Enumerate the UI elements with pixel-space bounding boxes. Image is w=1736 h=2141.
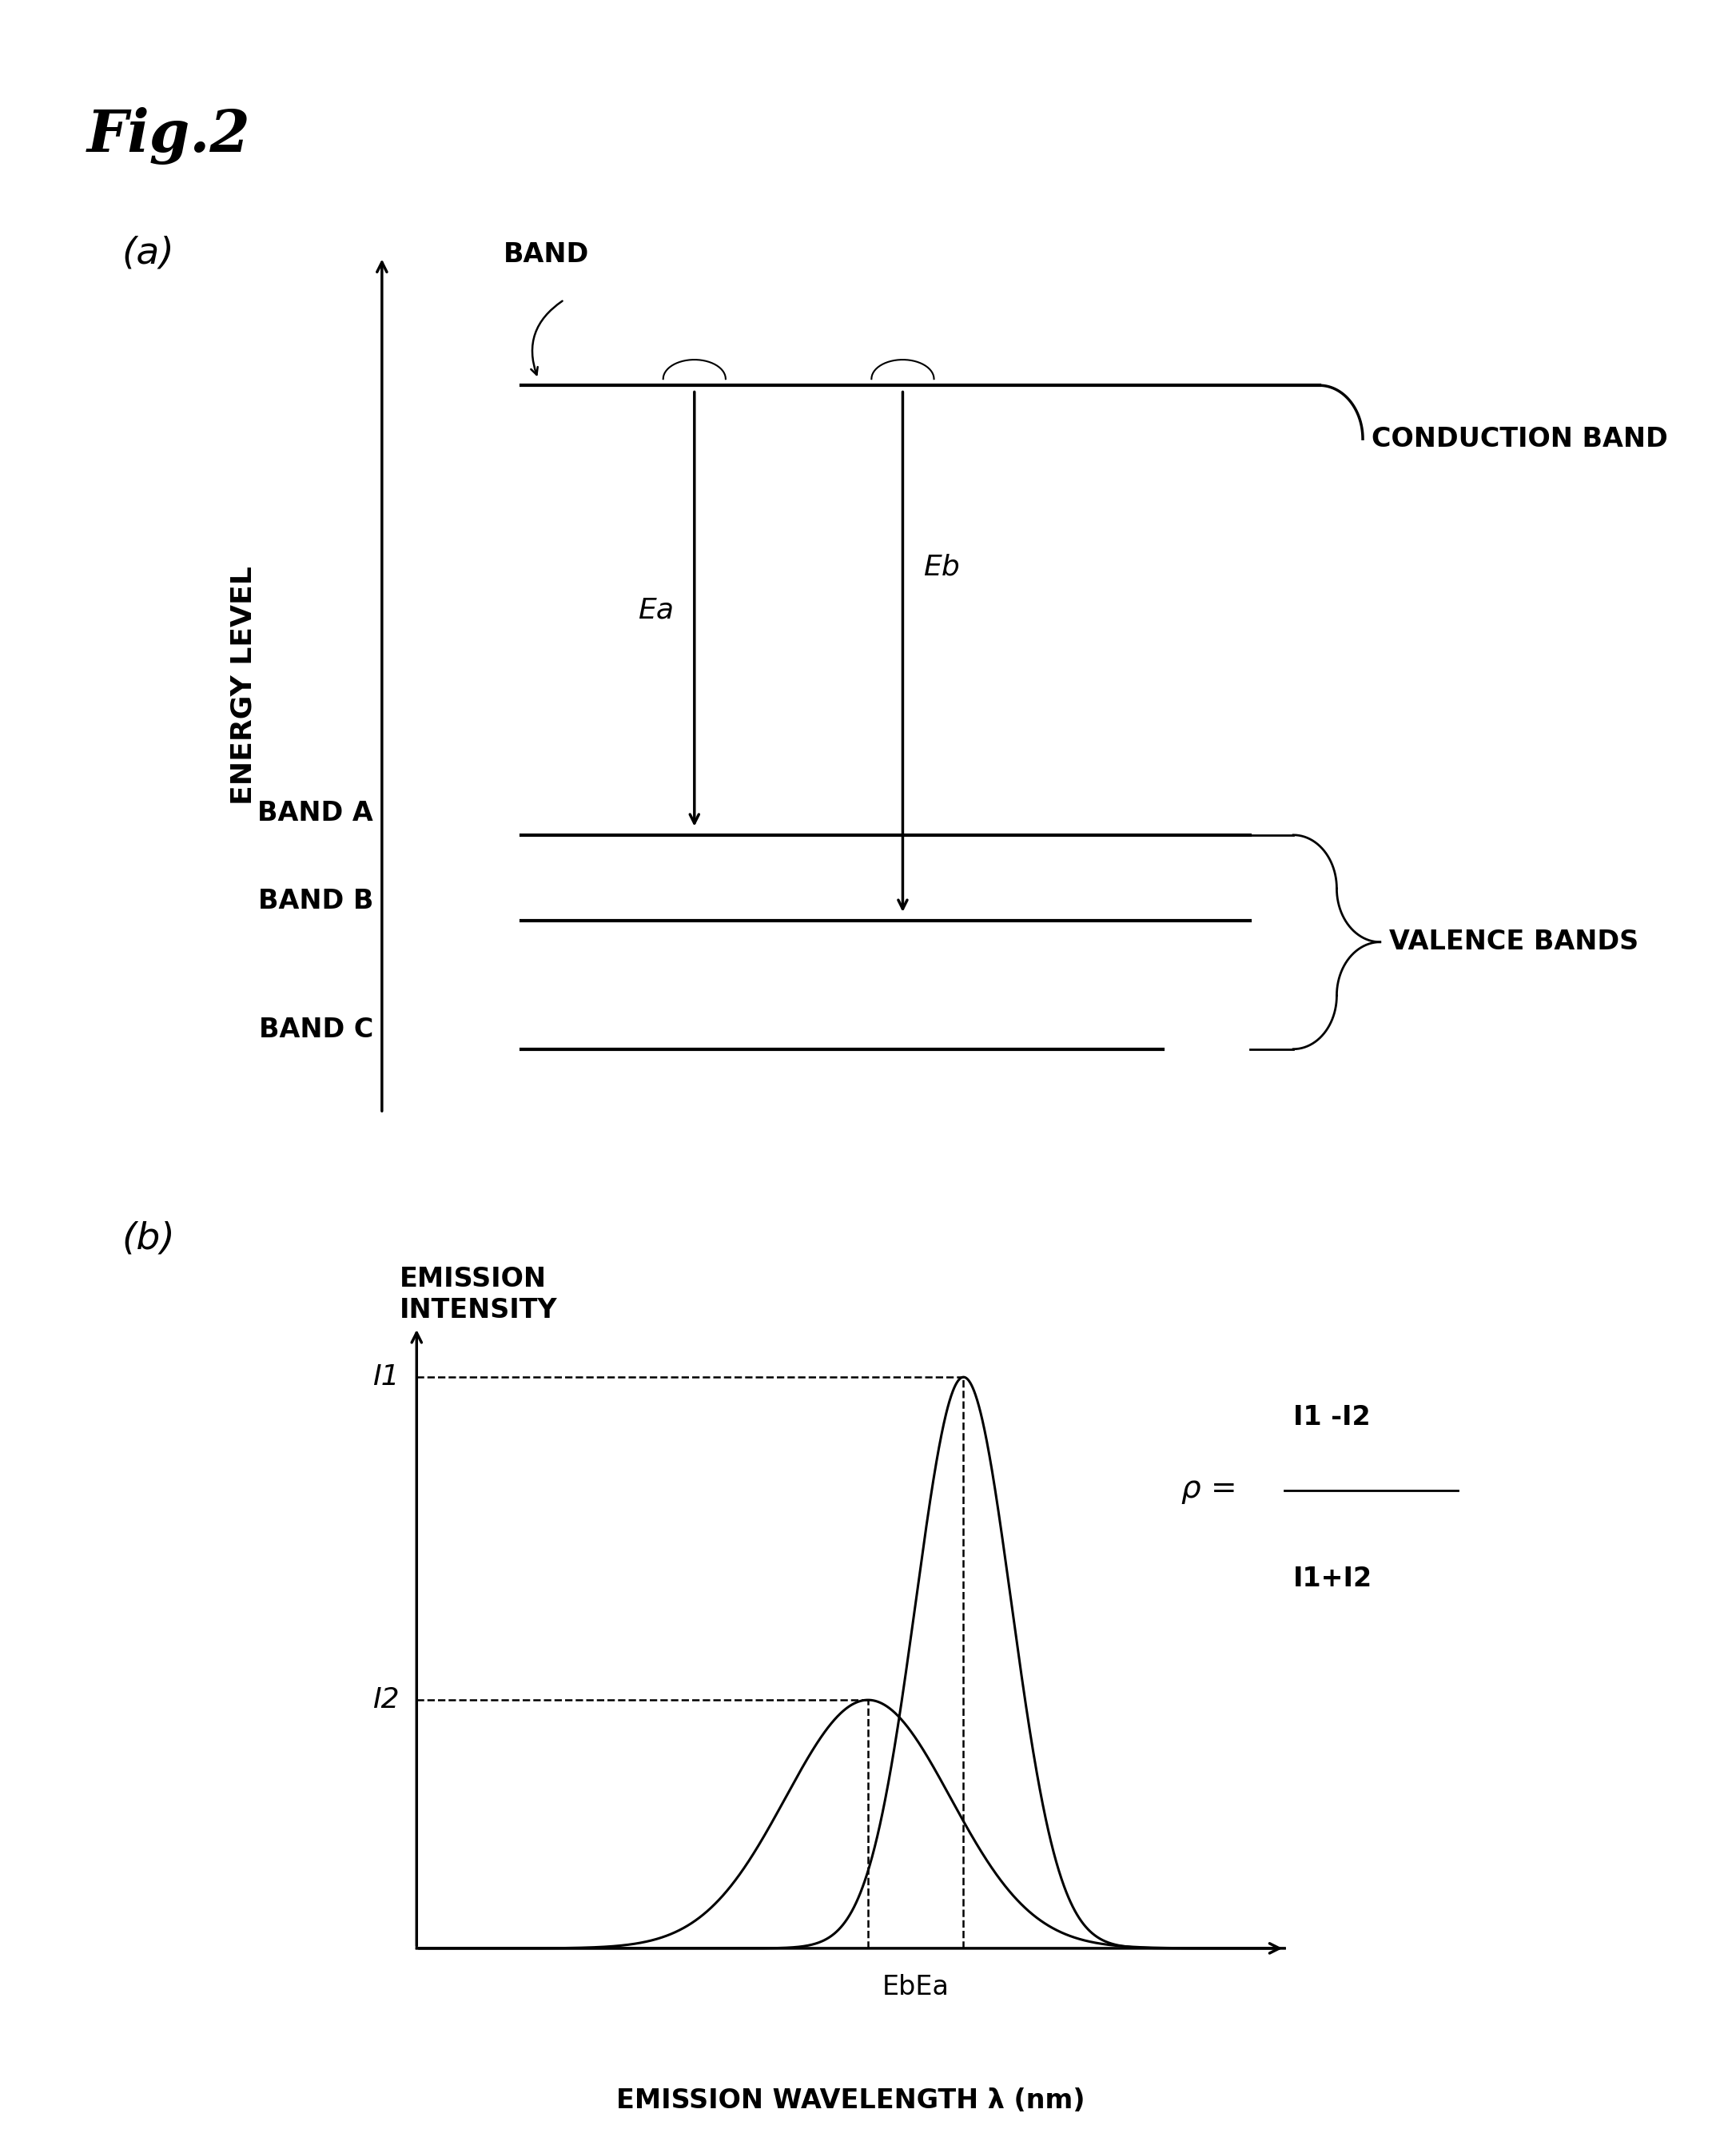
Text: (b): (b): [122, 1220, 175, 1257]
Text: (a): (a): [122, 236, 174, 272]
Text: EbEa: EbEa: [882, 1974, 950, 2000]
Text: BAND B: BAND B: [259, 889, 373, 914]
Text: BAND: BAND: [503, 242, 589, 268]
Text: I1 -I2: I1 -I2: [1293, 1404, 1370, 1430]
Text: Fig.2: Fig.2: [87, 107, 250, 165]
Text: EMISSION
INTENSITY: EMISSION INTENSITY: [399, 1265, 557, 1323]
Text: I1+I2: I1+I2: [1293, 1565, 1373, 1593]
Text: ENERGY LEVEL: ENERGY LEVEL: [229, 565, 257, 805]
Text: CONDUCTION BAND: CONDUCTION BAND: [1371, 426, 1668, 452]
Text: BAND A: BAND A: [257, 801, 373, 826]
Text: Ea: Ea: [637, 597, 674, 623]
Text: I1: I1: [373, 1364, 399, 1392]
Text: VALENCE BANDS: VALENCE BANDS: [1389, 929, 1639, 955]
Text: $\rho$ =: $\rho$ =: [1180, 1475, 1234, 1505]
Text: I2: I2: [373, 1687, 399, 1713]
Text: BAND C: BAND C: [259, 1017, 373, 1043]
Text: EMISSION WAVELENGTH λ (nm): EMISSION WAVELENGTH λ (nm): [616, 2087, 1085, 2113]
Text: Eb: Eb: [924, 555, 960, 580]
